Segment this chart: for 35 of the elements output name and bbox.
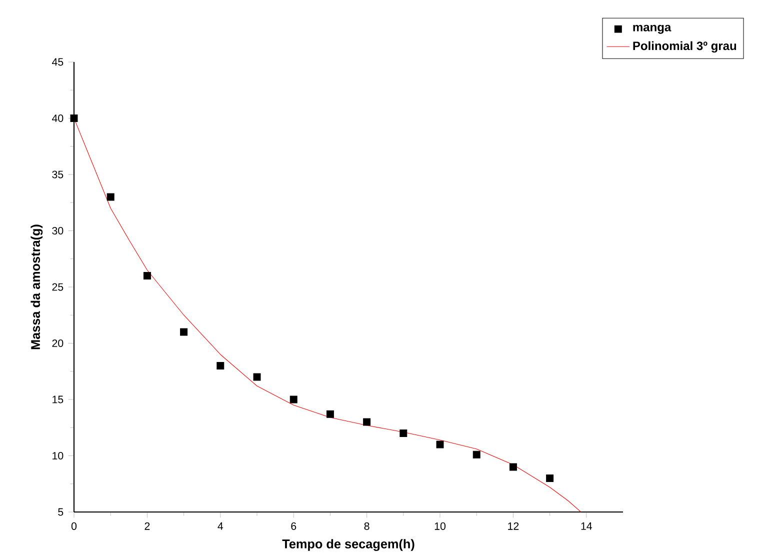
point [400,429,408,437]
legend-label: Polinomial 3º grau [633,41,736,52]
y-tick-label: 25 [52,283,64,291]
point [326,410,334,418]
point [106,193,114,201]
y-tick-label: 20 [52,339,64,347]
point [290,396,298,404]
point [436,440,444,448]
point [180,328,188,336]
x-tick-label: 6 [291,522,296,530]
point [472,450,480,458]
point [70,114,78,122]
y-tick-label: 45 [52,58,64,66]
point [143,272,151,280]
x-tick-label: 0 [71,522,77,530]
point [363,418,371,426]
x-tick-label: 8 [364,522,370,530]
point [253,373,261,381]
x-tick-label: 12 [508,522,519,530]
legend-label: manga [633,24,672,34]
point [509,463,517,471]
y-tick-label: 5 [58,508,64,516]
point [546,474,554,482]
point [216,362,224,370]
x-axis-title: Tempo de secagem(h) [282,538,414,551]
x-tick-label: 2 [144,522,150,530]
y-tick-label: 40 [52,114,64,122]
y-tick-label: 15 [52,396,64,404]
x-tick-label: 4 [218,522,224,530]
y-tick-label: 30 [52,226,64,234]
x-tick-label: 10 [434,522,446,530]
y-axis-title: Massa da amostra(g) [30,224,43,349]
x-tick-label: 14 [581,522,592,530]
y-tick-label: 35 [52,170,64,178]
y-tick-label: 10 [52,452,64,460]
